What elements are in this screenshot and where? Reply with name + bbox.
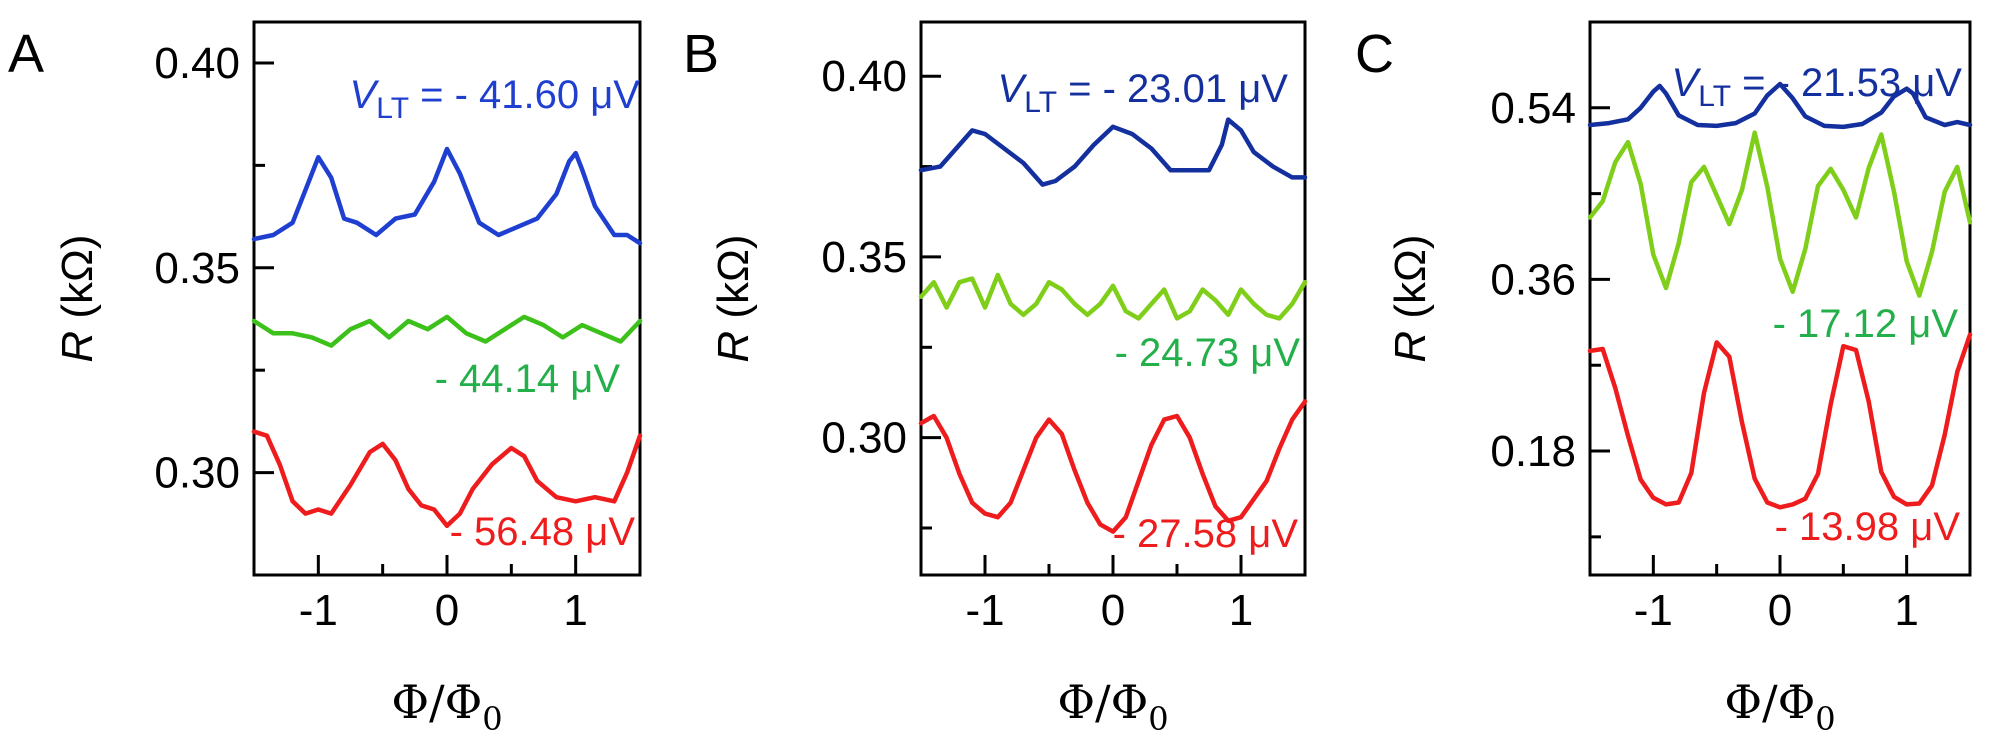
panel-c-xtick-label: 1 [1894,586,1918,635]
panel-a-xtick-label: -1 [299,586,338,635]
panel-c-series-2-label: - 17.12 μV [1773,302,1959,346]
panel-b-series-1-line [918,117,1308,187]
panel-a-xtick-label: 1 [563,586,587,635]
panel-a-ytick-label: 0.40 [154,39,240,88]
panel-b-series-2-line [918,272,1308,321]
panel-c-xtick-label: 0 [1768,586,1792,635]
panel-b-series-2-label: - 24.73 μV [1115,331,1301,375]
panel-c-ytick-label: 0.54 [1490,84,1576,133]
panel-b-series-3-line [918,399,1308,534]
panel-a-xtick-label: 0 [435,586,459,635]
panel-c-series-3-label: - 13.98 μV [1775,505,1961,549]
panel-b-ytick-label: 0.40 [821,52,907,101]
panel-b-x-axis-label: Φ/Φ0 [1057,675,1168,738]
panel-b-xtick-label: -1 [965,586,1004,635]
panel-b: B 0.30 0.35 0.40 -1 0 1 Φ/Φ0 R (kΩ) VLT = - 23.01… [683,20,1308,738]
panel-c-series-2-line [1587,130,1973,298]
panel-a-ytick-label: 0.30 [154,449,240,498]
panel-c-series-1-line [1587,81,1973,130]
panel-c-x-axis-label: Φ/Φ0 [1724,675,1835,738]
panel-c-series-1-label: VLT = - 21.53 μV [1672,61,1963,113]
panel-b-y-axis-label: R (kΩ) [709,234,758,362]
panel-a-series-2-line [251,314,643,348]
panel-a-letter: A [8,24,44,84]
panel-c-series-3-line [1587,332,1973,510]
panel-c-xtick-label: -1 [1634,586,1673,635]
panel-c-ytick-label: 0.18 [1490,427,1576,476]
panel-a-series-1-line [251,146,643,246]
panel-b-series-1-label: VLT = - 23.01 μV [998,67,1289,119]
panel-b-letter: B [683,24,719,84]
panel-a-series-3-line [251,429,643,529]
panel-c: C 0.18 0.36 0.54 -1 0 1 Φ/Φ0 R (kΩ) VLT = - 21.53… [1355,20,1973,738]
panel-b-ytick-label: 0.30 [821,414,907,463]
panel-a-ytick-label: 0.35 [154,244,240,293]
panel-a-series-1-label: VLT = - 41.60 μV [350,73,641,125]
panel-b-series-3-label: - 27.58 μV [1113,512,1299,556]
panel-c-y-axis-label: R (kΩ) [1386,234,1435,362]
panel-a: A 0.30 0.35 0.40 -1 0 1 Φ/Φ0 R (kΩ) VLT = - 41.60… [8,20,643,738]
panel-a-y-axis-label: R (kΩ) [53,234,102,362]
panel-c-ytick-label: 0.36 [1490,255,1576,304]
panel-b-xtick-label: 1 [1229,586,1253,635]
panel-b-ytick-label: 0.35 [821,233,907,282]
panel-b-xtick-label: 0 [1101,586,1125,635]
panel-a-series-3-label: - 56.48 μV [450,510,636,554]
panel-c-letter: C [1355,24,1394,84]
panel-a-series-2-label: - 44.14 μV [435,357,621,401]
panel-a-x-axis-label: Φ/Φ0 [391,675,502,738]
